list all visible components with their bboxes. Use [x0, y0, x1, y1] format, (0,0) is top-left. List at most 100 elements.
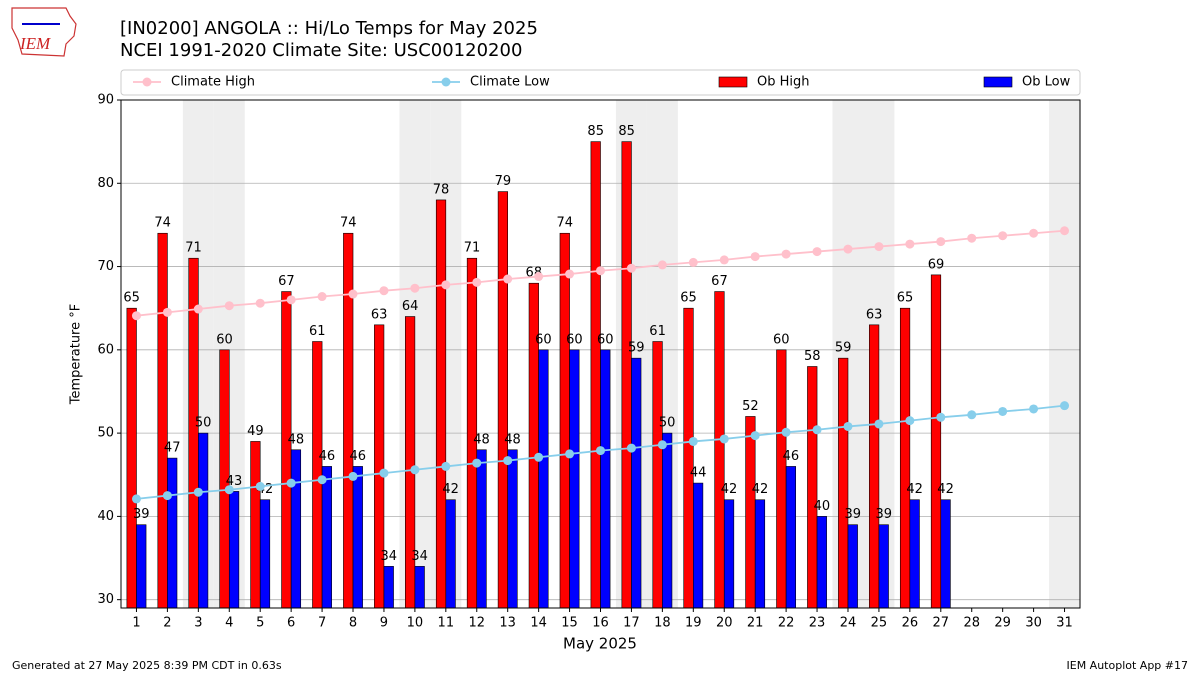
bar	[847, 524, 858, 609]
y-tick-label: 30	[97, 592, 114, 607]
data-label: 34	[380, 549, 397, 564]
shaded-band	[1049, 100, 1080, 608]
data-label: 39	[133, 507, 150, 522]
y-tick-label: 80	[97, 176, 114, 191]
bar	[693, 482, 704, 609]
line-point	[534, 272, 544, 282]
line-point	[967, 410, 977, 420]
x-tick-label: 20	[716, 616, 733, 631]
legend-box	[120, 69, 1081, 96]
bar	[343, 232, 354, 609]
data-label: 67	[711, 274, 728, 289]
bar	[776, 349, 787, 609]
data-label: 46	[350, 449, 367, 464]
data-label: 49	[247, 424, 264, 439]
bar	[621, 141, 632, 609]
line-point	[657, 440, 667, 450]
data-label: 60	[535, 332, 552, 347]
bar	[723, 499, 735, 609]
bar	[878, 524, 889, 609]
line-point	[131, 494, 141, 504]
data-label: 71	[464, 241, 481, 256]
data-label: 44	[690, 466, 707, 481]
line-point	[905, 416, 915, 426]
line-point	[719, 255, 729, 265]
line-point	[410, 283, 420, 293]
line-point	[379, 286, 389, 296]
bar	[754, 499, 766, 609]
x-tick-label: 24	[840, 616, 857, 631]
x-tick-label: 13	[499, 616, 516, 631]
x-tick-label: 6	[287, 616, 295, 631]
logo-text: IEM	[19, 34, 51, 53]
bar	[259, 499, 271, 609]
legend-label: Ob Low	[1022, 75, 1071, 90]
line-point	[193, 304, 203, 314]
line-point	[317, 292, 327, 302]
line-point	[781, 249, 791, 259]
line-point	[812, 247, 822, 257]
data-label: 34	[411, 549, 428, 564]
line-point	[1029, 404, 1039, 414]
line-point	[750, 431, 760, 441]
data-label: 85	[587, 124, 604, 139]
line-point	[688, 436, 698, 446]
bar	[785, 466, 797, 609]
line-point	[843, 244, 853, 254]
x-tick-label: 2	[163, 616, 171, 631]
bar	[816, 516, 827, 609]
bar	[352, 466, 363, 609]
y-tick-label: 90	[97, 93, 114, 108]
line-point	[1029, 228, 1039, 238]
data-label: 42	[442, 482, 459, 497]
x-tick-label: 19	[685, 616, 702, 631]
line-point	[626, 263, 636, 273]
data-label: 40	[814, 499, 831, 514]
bar	[497, 191, 508, 609]
bar	[250, 441, 261, 609]
x-tick-label: 27	[933, 616, 950, 631]
x-tick-label: 10	[407, 616, 424, 631]
line-point	[441, 280, 451, 290]
chart-subtitle: NCEI 1991-2020 Climate Site: USC00120200	[120, 40, 522, 61]
line-point	[1060, 401, 1070, 411]
bar	[569, 349, 580, 609]
line-point	[812, 425, 822, 435]
data-label: 50	[659, 416, 676, 431]
bar	[662, 432, 673, 609]
line-point	[688, 257, 698, 267]
bar	[899, 307, 911, 609]
legend-label: Climate Low	[470, 75, 550, 90]
line-point	[843, 421, 853, 431]
data-label: 64	[402, 299, 419, 314]
data-label: 50	[195, 416, 212, 431]
legend-label: Climate High	[171, 75, 255, 90]
line-point	[998, 406, 1008, 416]
data-label: 61	[309, 324, 326, 339]
bar	[930, 274, 942, 609]
x-tick-label: 17	[623, 616, 640, 631]
y-axis-label: Temperature °F	[69, 304, 84, 405]
x-tick-label: 26	[902, 616, 919, 631]
bar	[600, 349, 611, 609]
line-point	[936, 237, 946, 247]
data-label: 60	[773, 332, 790, 347]
bar	[374, 324, 385, 609]
bar	[157, 232, 168, 609]
bar	[476, 449, 487, 609]
line-point	[348, 289, 358, 299]
line-point	[874, 242, 884, 252]
data-label: 79	[495, 174, 512, 189]
bar	[683, 307, 694, 609]
bar	[321, 466, 332, 609]
line-point	[503, 456, 513, 466]
bar	[838, 357, 849, 609]
data-label: 42	[721, 482, 738, 497]
data-label: 78	[433, 182, 450, 197]
x-tick-label: 21	[747, 616, 764, 631]
footer-left: Generated at 27 May 2025 8:39 PM CDT in …	[12, 659, 282, 672]
x-tick-label: 12	[468, 616, 485, 631]
line-point	[441, 461, 451, 471]
data-label: 74	[154, 216, 171, 231]
bar	[807, 366, 818, 609]
